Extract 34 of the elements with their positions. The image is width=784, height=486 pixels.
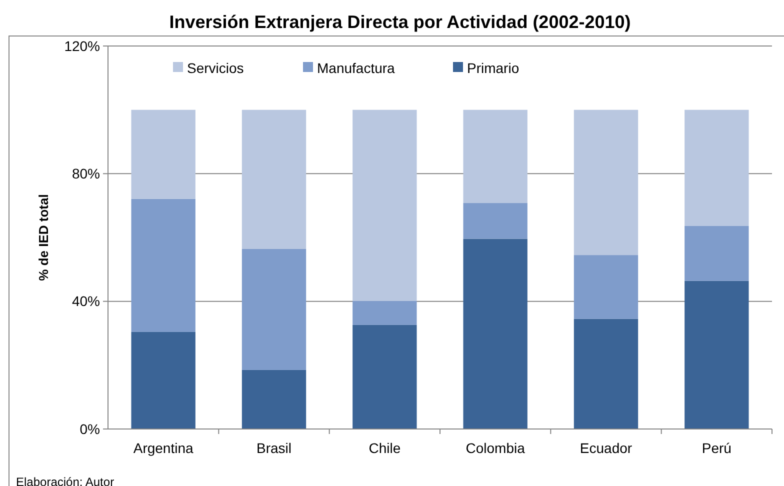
bar — [131, 198, 196, 332]
y-tick-label: 0% — [80, 420, 100, 437]
legend-label: Primario — [467, 60, 520, 76]
y-tick-label: 120% — [64, 38, 100, 54]
text: Elaboración: Autor — [16, 475, 114, 486]
chart-title: Inversión Extranjera Directa por Actividad (2002-2010) — [169, 12, 631, 32]
y-tick-label: 80% — [72, 166, 100, 182]
x-tick-label: Chile — [368, 440, 401, 456]
y-axis-title: % de IED total — [36, 194, 51, 281]
bar — [242, 110, 306, 249]
bar — [463, 110, 528, 204]
bar — [463, 203, 528, 239]
x-tick-label: Argentina — [133, 440, 194, 456]
bar — [684, 226, 749, 281]
y-tick-label: 40% — [72, 293, 100, 310]
bar — [684, 110, 749, 226]
bar — [131, 332, 196, 429]
bar — [131, 110, 196, 199]
bar — [242, 248, 306, 370]
bar — [574, 318, 638, 429]
bar — [463, 238, 528, 429]
bar — [574, 255, 638, 319]
bar — [352, 301, 417, 325]
bar — [242, 370, 306, 429]
x-tick-label: Brasil — [256, 440, 292, 456]
bar — [684, 280, 749, 429]
x-tick-label: Perú — [702, 440, 732, 456]
legend-label: Servicios — [187, 60, 244, 76]
x-tick-label: Colombia — [466, 440, 526, 456]
bar — [352, 110, 417, 302]
legend-label: Manufactura — [317, 60, 396, 76]
x-tick-label: Ecuador — [580, 440, 632, 456]
bar — [574, 110, 638, 256]
bar — [352, 324, 417, 429]
